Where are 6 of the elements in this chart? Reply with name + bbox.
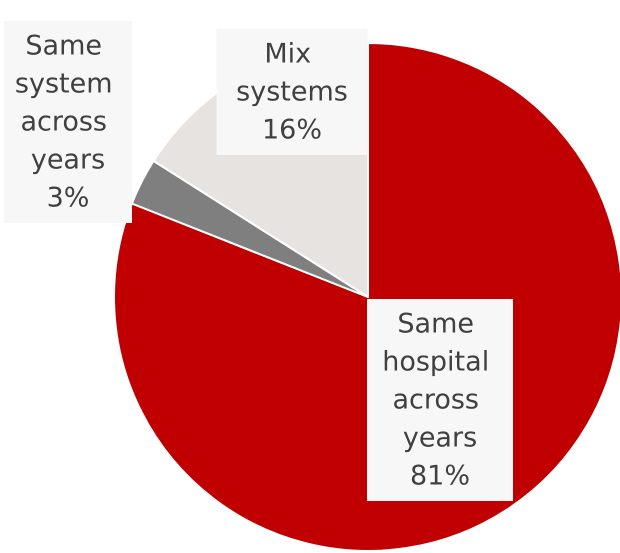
data-label: 16% (262, 114, 322, 146)
data-label: 3% (46, 182, 90, 214)
data-label: 81% (410, 460, 470, 492)
slice-label: Same system across years (14, 30, 122, 176)
slice-label: Mix systems (236, 38, 348, 108)
slice-label: Same hospital across years (382, 308, 498, 454)
